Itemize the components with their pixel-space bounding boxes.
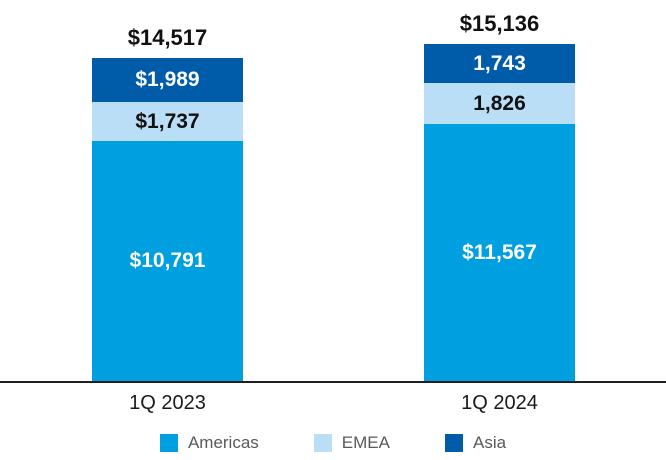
bar-total-label: $14,517 [127, 25, 208, 50]
legend-label-emea: EMEA [341, 433, 390, 452]
legend-label-asia: Asia [472, 433, 507, 452]
americas-swatch-icon [159, 434, 178, 452]
asia-swatch-icon [444, 434, 463, 452]
x-axis-line [0, 381, 666, 383]
bar-group-1q2024: $15,136 1,743 1,826 $11,567 [424, 11, 575, 381]
bar-segment-asia: $1,989 [92, 58, 243, 102]
legend-item-americas: Americas [159, 433, 259, 453]
chart-legend: Americas EMEA Asia [0, 433, 666, 453]
plot-area: $14,517 $1,989 $1,737 $10,791 $15,136 1,… [92, 11, 575, 381]
x-axis-tick-label-1q2023: 1Q 2023 [129, 392, 206, 414]
bar-segment-emea: 1,826 [424, 83, 575, 124]
legend-item-emea: EMEA [313, 433, 390, 453]
bar-total-label: $15,136 [459, 11, 540, 36]
bar-segment-americas: $10,791 [92, 141, 243, 381]
bar-segment-emea: $1,737 [92, 102, 243, 141]
legend-label-americas: Americas [187, 433, 259, 452]
bar-1q2024: 1,743 1,826 $11,567 [424, 44, 575, 381]
bar-segment-americas: $11,567 [424, 124, 575, 381]
x-axis-tick-label-1q2024: 1Q 2024 [461, 392, 538, 414]
bar-group-1q2023: $14,517 $1,989 $1,737 $10,791 [92, 25, 243, 381]
bar-1q2023: $1,989 $1,737 $10,791 [92, 58, 243, 381]
emea-swatch-icon [313, 434, 332, 452]
bar-segment-asia: 1,743 [424, 44, 575, 83]
legend-item-asia: Asia [444, 433, 507, 453]
